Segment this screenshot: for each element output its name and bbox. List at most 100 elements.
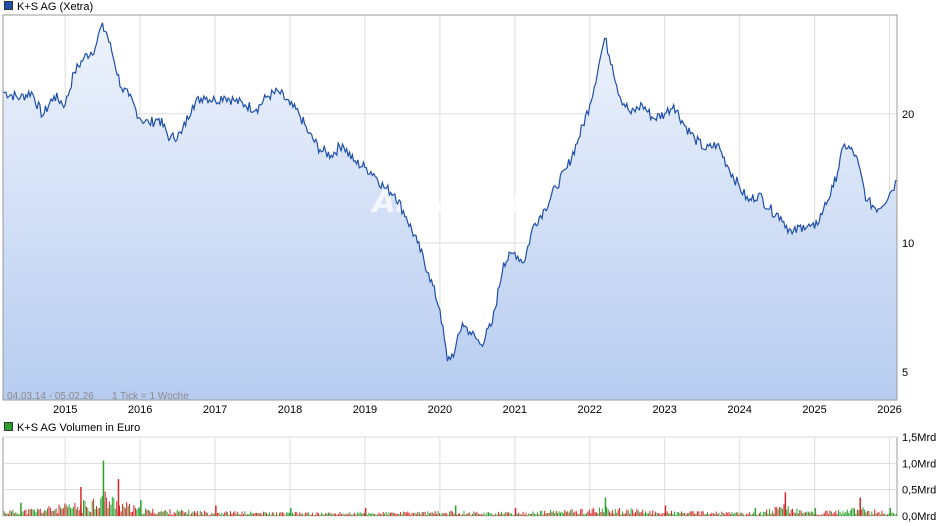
volume-bar-303: [440, 514, 442, 516]
volume-bar-126: [185, 511, 187, 516]
volume-bar-485: [702, 511, 704, 516]
volume-bar-282: [410, 514, 412, 516]
volume-bar-269: [391, 512, 393, 516]
volume-bar-222: [323, 514, 325, 516]
volume-spike-15: [859, 497, 861, 516]
volume-bar-532: [770, 513, 772, 516]
volume-bar-373: [541, 510, 543, 516]
volume-bar-249: [362, 513, 364, 516]
volume-bar-359: [521, 514, 523, 516]
volume-bar-194: [283, 513, 285, 516]
volume-bar-189: [276, 512, 278, 516]
volume-bar-584: [845, 511, 847, 516]
volume-bar-66: [98, 508, 100, 516]
volume-bar-396: [574, 511, 576, 516]
volume-bar-93: [137, 507, 139, 516]
volume-bar-455: [659, 513, 661, 516]
volume-y-tick-1,0Mrd: 1,0Mrd: [902, 458, 936, 470]
volume-bar-293: [426, 515, 427, 516]
volume-bar-464: [672, 513, 674, 516]
volume-bar-351: [509, 513, 511, 516]
volume-spike-13: [784, 492, 787, 516]
volume-bar-57: [85, 506, 87, 516]
volume-bar-36: [55, 508, 57, 516]
volume-bar-488: [707, 512, 708, 516]
volume-bar-585: [846, 509, 848, 516]
volume-y-tick-0,0Mrd: 0,0Mrd: [902, 511, 936, 523]
volume-bar-435: [630, 508, 632, 516]
volume-bar-175: [255, 512, 257, 516]
volume-bar-225: [328, 512, 329, 516]
volume-bar-331: [480, 513, 482, 516]
volume-bar-295: [428, 513, 430, 516]
volume-bar-613: [887, 514, 889, 516]
volume-bar-387: [561, 512, 563, 516]
volume-bar-59: [88, 511, 90, 516]
volume-bar-215: [313, 515, 315, 516]
volume-spike-8: [454, 505, 457, 516]
volume-bar-336: [488, 512, 489, 516]
volume-bar-617: [892, 513, 894, 516]
volume-bar-37: [57, 513, 59, 516]
volume-bar-578: [836, 514, 838, 516]
volume-bar-141: [206, 512, 208, 516]
volume-bar-92: [136, 509, 138, 516]
volume-bar-347: [503, 513, 505, 516]
volume-bar-13: [22, 511, 24, 516]
volume-bar-510: [738, 514, 740, 516]
volume-bar-501: [725, 512, 727, 516]
volume-bar-332: [482, 514, 484, 516]
volume-bar-506: [732, 514, 734, 516]
volume-bar-218: [317, 513, 319, 516]
volume-bar-442: [640, 512, 642, 516]
volume-bar-606: [877, 512, 879, 516]
volume-bar-106: [156, 514, 158, 516]
volume-bar-546: [790, 509, 792, 516]
volume-bar-524: [758, 513, 760, 516]
volume-bar-443: [642, 509, 644, 516]
volume-bar-410: [594, 511, 596, 516]
volume-bar-588: [851, 508, 853, 516]
volume-bar-598: [865, 512, 867, 516]
volume-bar-234: [341, 514, 342, 516]
volume-bar-31: [48, 506, 50, 516]
volume-bar-581: [841, 514, 842, 516]
volume-bar-259: [377, 514, 378, 516]
volume-bar-155: [227, 512, 229, 516]
volume-bar-3: [8, 513, 10, 516]
volume-bar-63: [94, 509, 96, 516]
volume-bar-148: [217, 513, 218, 516]
volume-bar-360: [522, 511, 524, 516]
volume-bar-154: [225, 511, 227, 516]
volume-bar-305: [443, 513, 445, 516]
volume-bar-23: [36, 508, 38, 516]
volume-bar-561: [812, 511, 814, 516]
volume-bar-571: [826, 510, 828, 516]
volume-bar-547: [792, 508, 793, 516]
volume-bar-277: [402, 511, 404, 516]
volume-bar-474: [686, 513, 688, 516]
volume-bar-505: [731, 512, 733, 516]
volume-bar-216: [315, 514, 316, 516]
volume-bar-125: [183, 512, 185, 516]
volume-bar-257: [374, 514, 376, 516]
volume-bar-58: [87, 507, 89, 516]
volume-bar-312: [453, 513, 455, 516]
volume-bar-481: [696, 511, 698, 516]
volume-bar-136: [199, 510, 201, 516]
volume-bar-294: [427, 511, 429, 516]
volume-bar-338: [490, 513, 492, 516]
volume-bar-94: [139, 507, 141, 516]
volume-bar-149: [218, 513, 220, 516]
volume-plot-border: [2, 436, 898, 517]
volume-bar-597: [864, 509, 866, 516]
volume-bar-300: [436, 513, 438, 516]
volume-bar-235: [342, 513, 344, 516]
volume-bar-156: [228, 514, 230, 516]
volume-bar-111: [163, 510, 165, 516]
volume-bar-129: [189, 514, 191, 516]
volume-bar-511: [740, 512, 742, 516]
volume-bar-590: [854, 508, 855, 516]
volume-bar-6: [12, 509, 14, 516]
volume-bars: [3, 460, 897, 516]
